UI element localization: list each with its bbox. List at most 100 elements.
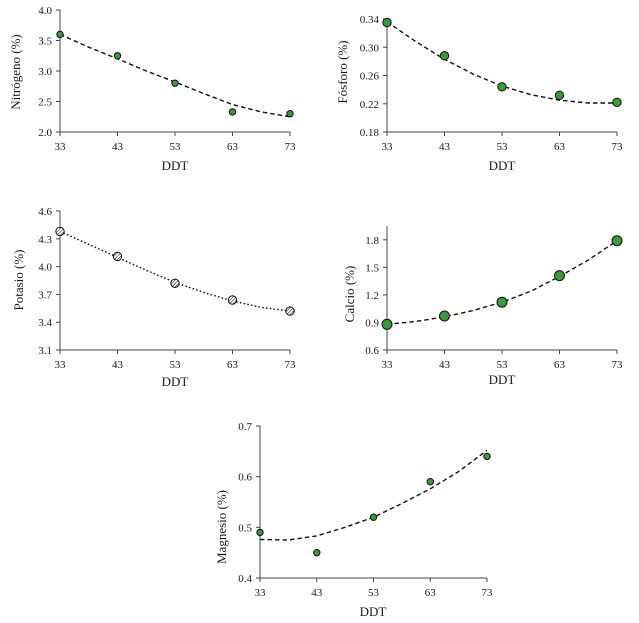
y-tick-label: 0.22 [360, 99, 379, 111]
x-tick-label: 43 [439, 141, 451, 153]
axis-lines [386, 226, 617, 351]
x-tick-label: 63 [425, 587, 437, 599]
x-axis-label: DDT [360, 604, 387, 619]
chart-fosforo: Fósforo (%) DDT 33 43 53 63 73 0.18 0.22 0.26 0.… [335, 14, 623, 173]
y-axis-label: Fósforo (%) [335, 40, 350, 103]
y-tick-label: 0.7 [238, 421, 252, 433]
x-axis-label: DDT [489, 372, 516, 387]
y-tick-label: 0.34 [360, 14, 380, 26]
y-tick-label: 0.6 [365, 345, 379, 357]
trend-line [259, 449, 488, 541]
x-tick-label: 33 [55, 141, 67, 153]
data-point [381, 318, 393, 330]
x-tick-label: 43 [439, 359, 451, 371]
x-tick-label: 33 [255, 587, 267, 599]
y-tick-label: 3.1 [38, 345, 52, 357]
data-point [285, 306, 295, 316]
data-point [256, 528, 264, 537]
x-tick-label: 53 [497, 359, 509, 371]
x-axis-label: DDT [162, 374, 189, 389]
x-tick-label: 33 [55, 359, 67, 371]
chart-nitrogeno: Nitrógeno (%) DDT 33 43 53 63 73 2.0 2.5 3.0 3.5… [8, 5, 296, 173]
data-point [426, 478, 434, 486]
axis-lines [59, 10, 290, 133]
axis-lines [259, 426, 487, 579]
y-tick-label: 4.0 [38, 5, 52, 17]
y-tick-label: 3.0 [38, 66, 52, 78]
x-tick-label: 53 [368, 587, 380, 599]
x-tick-label: 63 [227, 359, 239, 371]
chart-calcio: Calcio (%) DDT 33 43 53 63 73 0.6 0.9 1.2 1.5 1.8 [342, 226, 623, 387]
x-axis-label: DDT [489, 158, 516, 173]
y-axis-label: Magnesio (%) [214, 490, 229, 564]
y-tick-label: 0.4 [238, 573, 252, 585]
chart-potasio: Potasio (%) DDT 33 43 53 63 73 3.1 3.4 3.7 4.0 4.… [11, 206, 296, 389]
x-tick-label: 63 [227, 141, 239, 153]
y-tick-label: 1.2 [365, 290, 379, 302]
y-tick-label: 0.26 [360, 71, 380, 83]
data-point [112, 251, 123, 262]
y-tick-label: 0.30 [360, 42, 380, 54]
y-tick-label: 0.18 [360, 127, 380, 139]
trend-line [59, 230, 291, 312]
data-point [496, 296, 508, 308]
y-tick-label: 0.6 [238, 472, 252, 484]
trend-line [386, 21, 617, 104]
data-point [483, 452, 491, 461]
data-point [554, 270, 565, 282]
x-tick-label: 63 [554, 359, 566, 371]
data-point [228, 108, 237, 116]
data-point [611, 235, 623, 247]
x-tick-label: 73 [285, 141, 297, 153]
y-tick-label: 1.5 [365, 262, 379, 274]
data-point [439, 51, 450, 61]
y-axis-label: Calcio (%) [342, 266, 357, 323]
y-tick-label: 4.0 [38, 262, 52, 274]
x-tick-label: 53 [497, 141, 509, 153]
x-axis-label: DDT [162, 158, 189, 173]
x-tick-label: 73 [482, 587, 494, 599]
y-tick-label: 3.4 [38, 317, 52, 329]
y-tick-label: 2.0 [38, 127, 52, 139]
y-tick-label: 2.5 [38, 97, 52, 109]
y-axis-label: Nitrógeno (%) [8, 34, 23, 109]
axis-lines [386, 19, 617, 133]
chart-magnesio: Magnesio (%) DDT 33 43 53 63 73 0.4 0.5 0.6 0.7 [214, 421, 493, 619]
x-tick-label: 43 [112, 141, 124, 153]
data-point [439, 310, 450, 322]
data-point [286, 110, 294, 118]
x-tick-label: 33 [382, 141, 394, 153]
y-axis-label: Potasio (%) [11, 249, 26, 310]
y-tick-label: 4.3 [38, 234, 52, 246]
data-point [497, 82, 507, 92]
trend-line [59, 33, 291, 118]
x-tick-label: 53 [170, 141, 182, 153]
data-point [313, 549, 321, 557]
x-tick-label: 73 [612, 359, 624, 371]
data-point [170, 278, 180, 288]
data-point [382, 17, 392, 28]
data-point [612, 97, 622, 108]
data-point [55, 226, 65, 237]
x-tick-label: 73 [285, 359, 297, 371]
y-tick-label: 0.5 [238, 522, 252, 534]
x-tick-label: 63 [554, 141, 566, 153]
x-tick-label: 33 [382, 359, 394, 371]
data-point [113, 52, 122, 60]
data-point [56, 30, 64, 39]
x-tick-label: 43 [311, 587, 323, 599]
y-tick-label: 1.8 [365, 235, 379, 247]
y-tick-label: 4.6 [38, 206, 52, 218]
data-point [171, 79, 179, 87]
trend-line [386, 240, 618, 325]
y-tick-label: 0.9 [365, 317, 379, 329]
data-point [369, 513, 378, 521]
x-tick-label: 43 [112, 359, 124, 371]
x-tick-label: 53 [170, 359, 182, 371]
y-tick-label: 3.5 [38, 36, 52, 48]
data-point [554, 90, 565, 101]
data-point [227, 295, 238, 305]
y-tick-label: 3.7 [38, 289, 52, 301]
x-tick-label: 73 [612, 141, 624, 153]
